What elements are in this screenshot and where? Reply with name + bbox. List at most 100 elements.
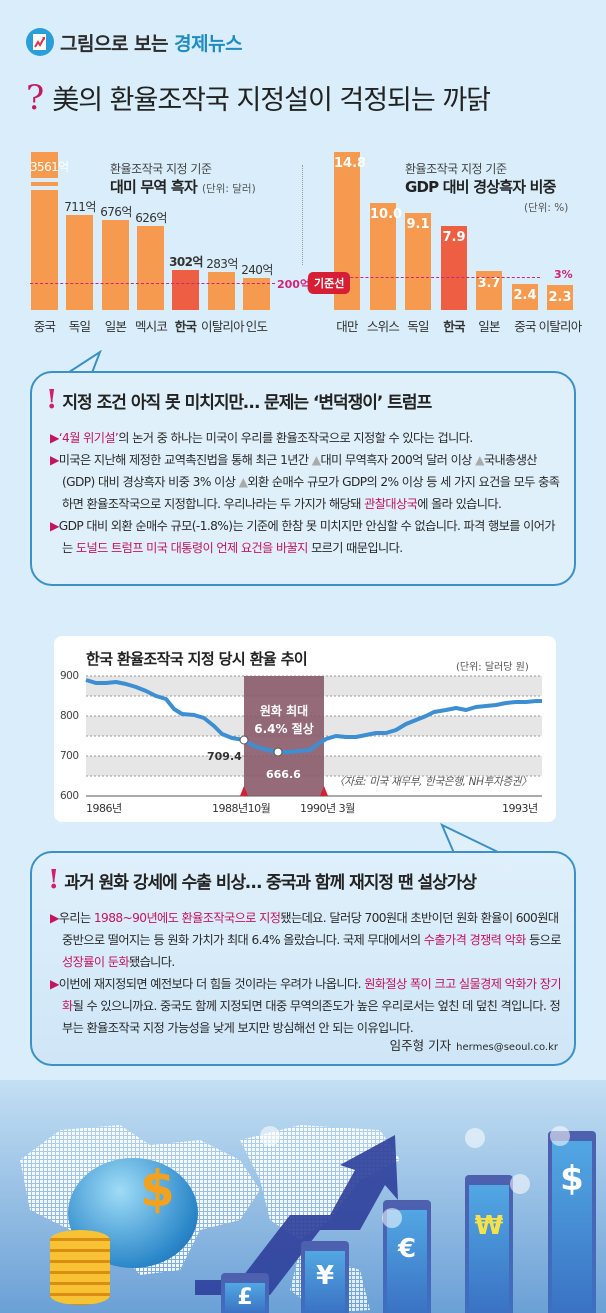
bubble1-paragraph-2: ▶미국은 지난해 제정한 교역촉진법을 통해 최근 1년간 ▲대미 무역흑자 2… xyxy=(50,453,560,511)
question-mark-icon: ? xyxy=(26,78,45,118)
cat-switzerland: 스위스 xyxy=(366,319,400,334)
currency-bar-euro: € xyxy=(383,1200,431,1313)
bar-korea xyxy=(172,270,199,310)
line-plot xyxy=(85,675,542,797)
decorative-illustration: $ £ ¥ € ₩ $ xyxy=(0,1080,606,1313)
exchange-rate-chart: 한국 환율조작국 지정 당시 환율 추이 (단위: 달러당 원) 900 800… xyxy=(54,636,556,822)
light-dot xyxy=(260,1126,280,1146)
cat-germany-gdp: 독일 xyxy=(407,319,429,334)
chart-divider xyxy=(302,165,303,265)
cat-korea: 한국 xyxy=(174,319,197,334)
won-icon: ₩ xyxy=(474,1211,504,1241)
currency-bar-yen: ¥ xyxy=(301,1241,349,1313)
chart-trend-icon xyxy=(26,28,54,56)
currency-bar-won: ₩ xyxy=(465,1175,513,1313)
light-dot xyxy=(510,1174,530,1194)
bubble1-paragraph-3: ▶GDP 대비 외환 순매수 규모(-1.8%)는 기준에 한참 못 미치지만 … xyxy=(50,519,556,555)
xtick-1988-10: 1988년10월 xyxy=(212,802,271,815)
shade-label: 원화 최대 6.4% 절상 xyxy=(254,704,314,736)
page-title-text: 美의 환율조작국 지정설이 걱정되는 까닭 xyxy=(52,85,491,116)
bar-italy-gdp xyxy=(547,285,573,310)
brand-title: 그림으로 보는 경제뉴스 xyxy=(60,32,243,55)
dollar-coin-icon: $ xyxy=(140,1160,175,1218)
chart1-title: 대미 무역 흑자 xyxy=(110,178,198,196)
cat-taiwan: 대만 xyxy=(336,319,358,334)
bar-value-japan-gdp: 3.7 xyxy=(477,276,501,291)
chart2-unit: (단위: %) xyxy=(524,202,569,214)
point-label-666: 666.6 xyxy=(266,768,301,781)
bar-value-mexico: 626억 xyxy=(135,211,167,225)
brand-header: 그림으로 보는 경제뉴스 xyxy=(26,28,243,56)
cat-italy: 이탈리아 xyxy=(201,319,245,334)
pound-icon: £ xyxy=(237,1285,253,1310)
dollar-icon: $ xyxy=(560,1159,584,1199)
info-bubble-1: ! 지정 조건 아직 못 미치지만… 문제는 ‘변덕쟁이’ 트럼프 ▶‘4월 위… xyxy=(30,371,576,586)
bar-china-break xyxy=(31,182,58,186)
chart1-title-row: 대미 무역 흑자 (단위: 달러) xyxy=(110,176,256,197)
line-chart-title: 한국 환율조작국 지정 당시 환율 추이 xyxy=(86,650,308,668)
yen-icon: ¥ xyxy=(315,1261,335,1291)
exclamation-icon: ! xyxy=(46,385,57,415)
light-dot xyxy=(465,1128,485,1148)
cat-china-gdp: 중국 xyxy=(514,319,536,334)
cat-japan-gdp: 일본 xyxy=(478,319,500,334)
ytick-900: 900 xyxy=(60,670,79,682)
bar-korea-gdp xyxy=(441,226,467,310)
bar-japan xyxy=(102,220,129,310)
bubble2-paragraph-1: ▶우리는 1988~90년에도 환율조작국으로 지정됐는데요. 달러당 700원… xyxy=(50,911,562,969)
bar-value-korea-gdp: 7.9 xyxy=(442,230,466,245)
bar-germany-gdp xyxy=(405,213,431,310)
bar-value-korea: 302억 xyxy=(169,255,203,269)
chart1-subtitle: 환율조작국 지정 기준 xyxy=(110,162,212,176)
threshold-label-3pct: 3% xyxy=(554,268,573,281)
cat-korea-gdp: 한국 xyxy=(443,319,465,334)
bubble2-heading: 과거 원화 강세에 수출 비상… 중국과 함께 재지정 땐 설상가상 xyxy=(64,872,477,893)
light-dot xyxy=(382,1208,402,1228)
ytick-600: 600 xyxy=(60,790,79,802)
bar-value-germany-gdp: 9.1 xyxy=(406,217,430,232)
euro-icon: € xyxy=(397,1234,417,1264)
bar-switzerland xyxy=(370,203,396,310)
xtick-1990-03: 1990년 3월 xyxy=(300,802,355,815)
cat-china: 중국 xyxy=(33,319,56,334)
bar-value-germany: 711억 xyxy=(64,200,96,214)
bar-china-top xyxy=(31,152,58,178)
ytick-800: 800 xyxy=(60,710,79,722)
line-chart-unit: (단위: 달러당 원) xyxy=(456,662,529,673)
bubble1-heading-row: ! 지정 조건 아직 못 미치지만… 문제는 ‘변덕쟁이’ 트럼프 xyxy=(46,385,432,415)
info-bubble-2: ! 과거 원화 강세에 수출 비상… 중국과 함께 재지정 땐 설상가상 ▶우리… xyxy=(30,851,576,1066)
light-dot xyxy=(550,1126,570,1146)
cat-germany: 독일 xyxy=(68,319,91,334)
bar-value-taiwan: 14.8 xyxy=(334,156,367,171)
currency-bar-pound: £ xyxy=(221,1273,269,1313)
data-source: 〈자료: 미국 재무부, 한국은행, NH투자증권〉 xyxy=(334,776,532,788)
threshold-line-200 xyxy=(30,283,275,284)
bar-mexico xyxy=(137,226,164,310)
cat-italy-gdp: 이탈리아 xyxy=(538,319,583,334)
chart2-title: GDP 대비 경상흑자 비중 xyxy=(405,178,556,196)
bar-germany xyxy=(66,215,93,310)
bar-value-switzerland: 10.0 xyxy=(370,207,403,222)
bar-china-gdp xyxy=(512,284,538,310)
bar-china xyxy=(31,190,58,310)
bubble2-body: ▶우리는 1988~90년에도 환율조작국으로 지정됐는데요. 달러당 700원… xyxy=(50,907,562,1039)
cat-india: 인도 xyxy=(245,319,268,334)
currency-bar-dollar: $ xyxy=(548,1131,596,1313)
cat-mexico: 멕시코 xyxy=(134,319,168,334)
xtick-1993: 1993년 xyxy=(502,802,538,815)
bar-value-italy: 283억 xyxy=(206,257,238,271)
exclamation-icon: ! xyxy=(48,865,59,895)
chart1-unit: (단위: 달러) xyxy=(201,183,256,195)
bar-value-china: 3561억 xyxy=(30,160,69,174)
bar-value-japan: 676억 xyxy=(100,205,132,219)
cat-japan: 일본 xyxy=(104,319,127,334)
chart2-subtitle: 환율조작국 지정 기준 xyxy=(405,162,507,176)
point-label-709: 709.4 xyxy=(207,750,242,763)
threshold-label-200: 200억 xyxy=(277,278,311,291)
byline-email: hermes@seoul.co.kr xyxy=(456,1042,558,1053)
bubble1-heading: 지정 조건 아직 못 미치지만… 문제는 ‘변덕쟁이’ 트럼프 xyxy=(62,392,432,413)
bubble1-body: ▶‘4월 위기설’의 논거 중 하나는 미국이 우리를 환율조작국으로 지정할 … xyxy=(50,427,562,559)
byline: 임주형 기자 hermes@seoul.co.kr xyxy=(390,1035,558,1054)
page-title: ? 美의 환율조작국 지정설이 걱정되는 까닭 xyxy=(26,78,491,118)
byline-name: 임주형 기자 xyxy=(389,1038,452,1053)
